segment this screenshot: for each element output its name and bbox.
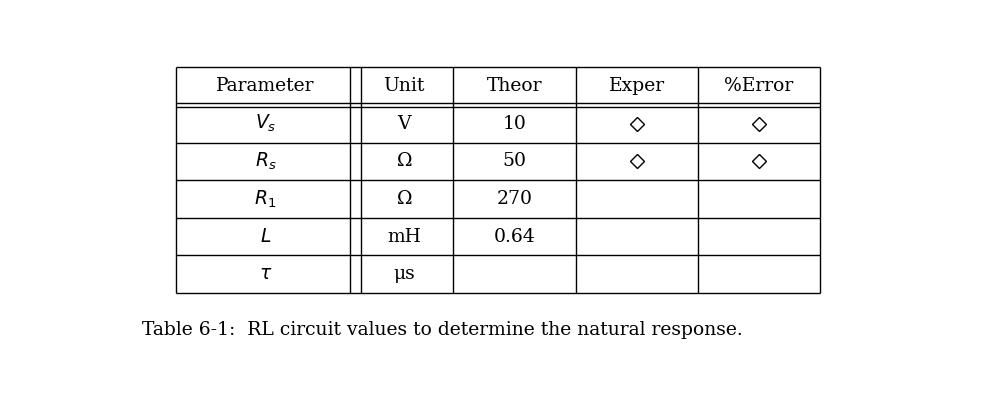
Text: 0.64: 0.64 <box>493 228 535 246</box>
Text: Exper: Exper <box>608 77 664 95</box>
Text: $R_1$: $R_1$ <box>255 188 277 209</box>
Text: Ω: Ω <box>397 152 412 170</box>
Text: V: V <box>398 115 411 133</box>
Text: Unit: Unit <box>384 77 425 95</box>
Text: $R_s$: $R_s$ <box>255 151 277 172</box>
Text: $V_s$: $V_s$ <box>255 113 277 134</box>
Text: 270: 270 <box>496 190 532 208</box>
Text: Table 6-1:  RL circuit values to determine the natural response.: Table 6-1: RL circuit values to determin… <box>142 322 743 339</box>
Text: 10: 10 <box>502 115 526 133</box>
Text: Parameter: Parameter <box>216 77 315 95</box>
Text: mH: mH <box>387 228 421 246</box>
Text: 50: 50 <box>502 152 526 170</box>
Text: %Error: %Error <box>724 77 794 95</box>
Text: $L$: $L$ <box>260 228 272 246</box>
Text: $\tau$: $\tau$ <box>259 265 273 283</box>
Text: Theor: Theor <box>487 77 542 95</box>
Text: μs: μs <box>394 265 415 283</box>
Text: Ω: Ω <box>397 190 412 208</box>
